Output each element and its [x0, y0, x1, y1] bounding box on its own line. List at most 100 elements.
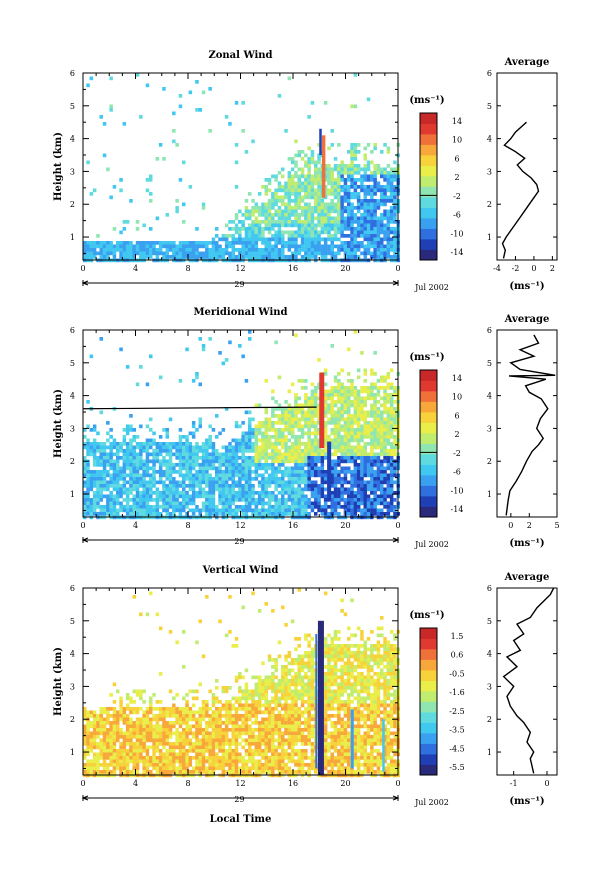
heatmap-cell	[132, 487, 136, 492]
heatmap-cell	[122, 731, 127, 736]
heatmap-cell	[297, 181, 301, 186]
heatmap-cell	[307, 417, 311, 422]
heatmap-cell	[195, 738, 199, 743]
heatmap-cell	[218, 351, 222, 355]
heatmap-cell	[211, 505, 216, 509]
y-tick-label: 5	[70, 102, 75, 111]
colorbar-tick-label: -14	[451, 248, 464, 257]
heatmap-cell	[343, 456, 348, 460]
heatmap-cell	[99, 707, 103, 711]
heatmap-cell	[353, 512, 358, 516]
heatmap-cell	[389, 501, 394, 506]
heatmap-cell	[370, 209, 374, 214]
heatmap-cell	[314, 199, 318, 203]
heatmap-cell	[333, 237, 338, 242]
heatmap-cell	[314, 400, 318, 404]
heatmap-cell	[317, 213, 321, 217]
heatmap-cell	[182, 717, 186, 722]
heatmap-cell	[370, 244, 374, 249]
heatmap-cell	[178, 463, 183, 467]
heatmap-cell	[145, 445, 150, 450]
heatmap-cell	[300, 248, 305, 252]
heatmap-cell	[300, 491, 305, 495]
heatmap-cell	[145, 382, 150, 387]
heatmap-cell	[383, 375, 387, 380]
heatmap-cell	[125, 707, 130, 711]
heatmap-cell	[267, 223, 272, 228]
heatmap-cell	[353, 178, 358, 182]
heatmap-cell	[238, 477, 242, 481]
heatmap-cell	[205, 442, 209, 446]
heatmap-cell	[109, 463, 113, 467]
heatmap-cell	[152, 759, 156, 764]
heatmap-cell	[129, 728, 133, 732]
heatmap-cell	[284, 188, 288, 193]
heatmap-cell	[102, 477, 107, 481]
heatmap-cell	[191, 379, 196, 383]
heatmap-cell	[257, 456, 262, 460]
heatmap-cell	[231, 248, 235, 252]
heatmap-cell	[366, 199, 371, 203]
heatmap-cell	[274, 192, 278, 196]
heatmap-cell	[347, 188, 351, 193]
heatmap-cell	[122, 752, 127, 757]
heatmap-cell	[343, 491, 348, 495]
heatmap-cell	[323, 400, 328, 404]
heatmap-cell	[347, 244, 351, 249]
heatmap-cell	[323, 435, 328, 439]
heatmap-cell	[347, 459, 351, 464]
heatmap-cell	[304, 393, 308, 397]
heatmap-cell	[370, 463, 374, 467]
heatmap-cell	[92, 463, 97, 467]
heatmap-cell	[251, 494, 255, 499]
heatmap-cell	[165, 724, 169, 729]
colorbar-unit: (ms⁻¹)	[409, 352, 444, 363]
heatmap-cell	[307, 157, 311, 161]
heatmap-cell	[248, 435, 252, 439]
heatmap-cell	[135, 689, 140, 694]
heatmap-cell	[99, 721, 103, 725]
heatmap-cell	[366, 185, 371, 189]
heatmap-cell	[89, 480, 94, 485]
heatmap-cell	[333, 459, 338, 464]
heatmap-cell	[86, 438, 90, 443]
heatmap-cell	[168, 749, 173, 753]
heatmap-cell	[304, 178, 308, 182]
heatmap-cell	[195, 766, 199, 771]
heatmap-cell	[175, 756, 179, 760]
heatmap-cell	[267, 213, 272, 217]
heatmap-cell	[366, 241, 371, 245]
heatmap-cell	[116, 738, 120, 743]
heatmap-cell	[109, 738, 113, 743]
heatmap-cell	[96, 234, 100, 238]
heatmap-cell	[135, 456, 140, 460]
heatmap-cell	[142, 473, 146, 478]
heatmap-cell	[254, 463, 259, 467]
heatmap-cell	[238, 484, 242, 488]
heatmap-cell	[129, 752, 133, 757]
heatmap-cell	[175, 731, 179, 736]
heatmap-cell	[165, 491, 169, 495]
heatmap-cell	[106, 445, 110, 450]
heatmap-cell	[92, 501, 97, 506]
heatmap-cell	[294, 459, 298, 464]
heatmap-cell	[287, 459, 292, 464]
heatmap-cell	[201, 202, 206, 207]
heatmap-cell	[373, 386, 377, 390]
heatmap-cell	[132, 452, 136, 457]
heatmap-cell	[380, 379, 384, 383]
heatmap-cell	[300, 234, 305, 238]
heatmap-cell	[218, 498, 222, 502]
heatmap-cell	[284, 129, 288, 133]
heatmap-cell	[340, 407, 344, 411]
heatmap-cell	[347, 414, 351, 418]
heatmap-cell	[340, 484, 344, 488]
heatmap-cell	[290, 192, 295, 196]
heatmap-cell	[122, 244, 127, 249]
heatmap-cell	[333, 157, 338, 161]
heatmap-cell	[317, 171, 321, 175]
heatmap-cell	[211, 477, 216, 481]
heatmap-cell	[198, 742, 202, 746]
heatmap-cell	[310, 501, 315, 506]
heatmap-cell	[201, 244, 206, 249]
